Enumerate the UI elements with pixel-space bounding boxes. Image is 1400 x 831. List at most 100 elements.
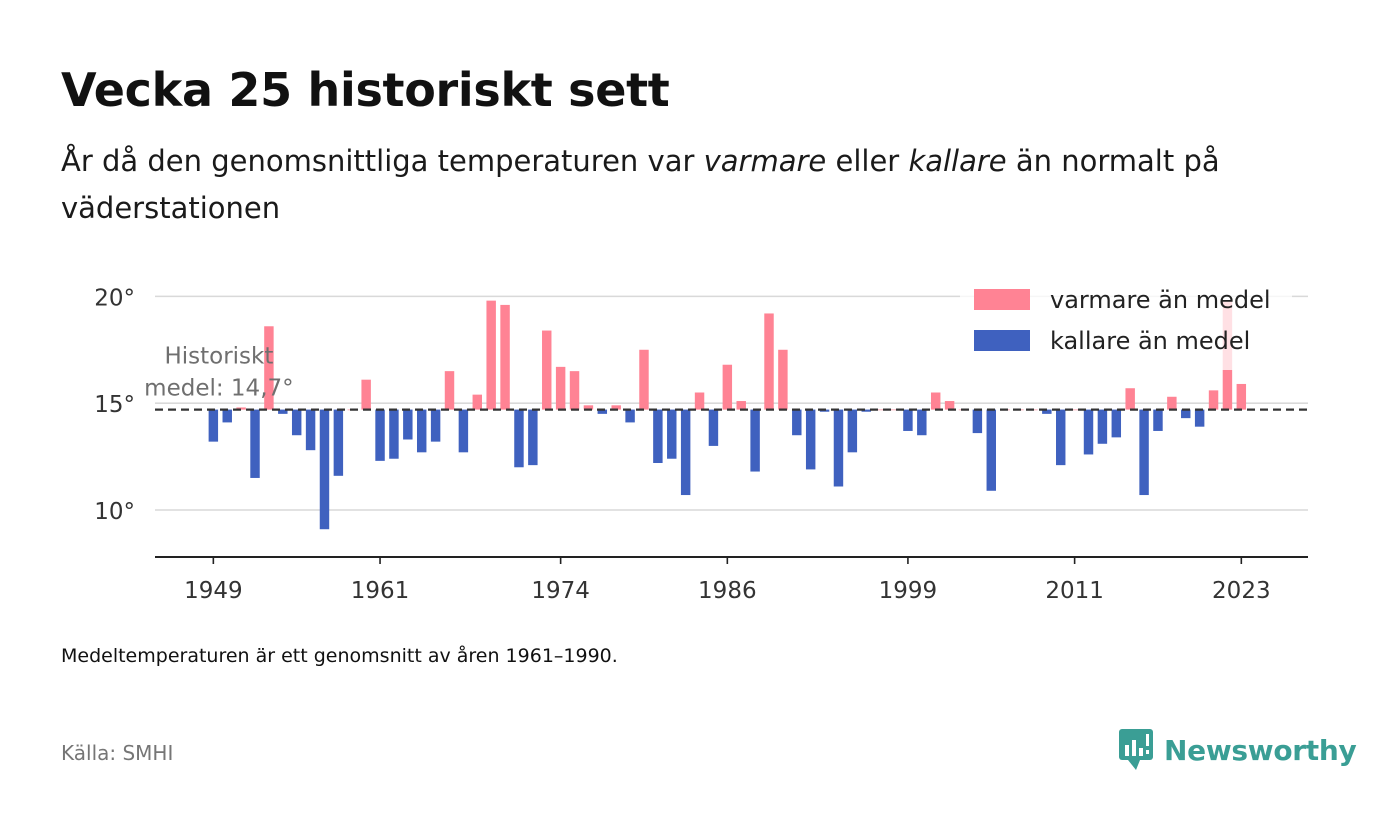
bar-1990: [778, 349, 788, 410]
bar-1973: [542, 330, 552, 410]
bar-1977: [597, 409, 608, 414]
bar-2018: [1167, 396, 1177, 410]
bar-1957: [319, 409, 330, 530]
bar-1982: [667, 409, 677, 459]
x-tick-label-1986: 1986: [698, 578, 757, 604]
legend-swatch-warm: [974, 289, 1030, 310]
footnote: Medeltemperaturen är ett genomsnitt av å…: [61, 645, 618, 667]
bar-2021: [1208, 390, 1219, 410]
x-tick-label-1949: 1949: [184, 578, 243, 604]
bar-1976: [583, 405, 594, 410]
y-tick-label-20: 20°: [94, 285, 135, 311]
bar-1975: [569, 371, 580, 410]
bar-2012: [1083, 409, 1094, 455]
bar-1950: [222, 409, 232, 423]
bar-1989: [764, 313, 774, 410]
x-tick-label-1974: 1974: [531, 578, 590, 604]
bar-1953: [264, 326, 274, 410]
source-label: Källa: SMHI: [61, 741, 174, 765]
bar-1967: [458, 409, 469, 453]
bar-1958: [333, 409, 344, 476]
newsworthy-logo: Newsworthy: [1118, 728, 1357, 772]
bar-1954: [278, 409, 288, 414]
x-tick-label-1999: 1999: [879, 578, 938, 604]
subtitle-part3: än normalt på väderstationen: [61, 144, 1220, 225]
bar-1969: [486, 300, 496, 410]
bar-1995: [847, 409, 858, 453]
bar-2020: [1194, 409, 1205, 427]
bar-1974: [555, 366, 566, 410]
bar-1968: [472, 394, 483, 410]
baseline-label-line1: Historiskt: [164, 344, 273, 370]
subtitle-part1: År då den genomsnittliga temperaturen va…: [61, 144, 704, 178]
subtitle-cold-word: kallare: [908, 144, 1007, 178]
bars: [208, 300, 1247, 530]
bar-1960: [361, 379, 371, 410]
y-axis-ticks: 10° 15° 20°: [94, 285, 135, 525]
bar-2000: [917, 409, 927, 436]
bar-1955: [291, 409, 302, 436]
bar-1996: [861, 409, 871, 412]
bar-1949: [208, 409, 219, 442]
bar-1991: [792, 409, 802, 436]
bar-2017: [1153, 409, 1163, 431]
bar-1970: [500, 304, 510, 410]
legend: varmare än medel kallare än medel: [960, 280, 1292, 370]
bar-1980: [639, 349, 649, 410]
bar-1981: [653, 409, 663, 463]
x-tick-label-2023: 2023: [1212, 578, 1271, 604]
y-tick-label-15: 15°: [94, 392, 135, 418]
bar-1962: [389, 409, 399, 459]
bar-1999: [903, 409, 913, 431]
bar-2011: [1069, 409, 1080, 411]
legend-swatch-cold: [974, 330, 1030, 351]
bar-2009: [1042, 409, 1052, 414]
brand-name: Newsworthy: [1164, 733, 1357, 767]
chart-subtitle: År då den genomsnittliga temperaturen va…: [61, 138, 1321, 232]
bar-2005: [986, 409, 996, 491]
chart-title: Vecka 25 historiskt sett: [61, 63, 670, 117]
bar-1965: [430, 409, 441, 442]
bar-1978: [611, 405, 621, 410]
bar-1988: [750, 409, 760, 472]
bar-1964: [416, 409, 427, 453]
x-tick-label-1961: 1961: [351, 578, 410, 604]
newsworthy-logo-icon: [1119, 729, 1153, 770]
bar-2014: [1111, 409, 1122, 438]
bar-1984: [694, 392, 705, 410]
bar-2023: [1236, 383, 1247, 410]
bar-1971: [514, 409, 524, 468]
bar-1979: [625, 409, 635, 423]
bar-2013: [1097, 409, 1108, 444]
legend-label-warm: varmare än medel: [1050, 286, 1271, 314]
bar-1985: [708, 409, 719, 446]
x-tick-label-2011: 2011: [1045, 578, 1104, 604]
bar-2015: [1125, 388, 1135, 410]
subtitle-warm-word: varmare: [703, 144, 827, 178]
bar-1952: [250, 409, 260, 478]
bar-1972: [528, 409, 538, 466]
bar-2010: [1056, 409, 1066, 466]
bar-1956: [305, 409, 316, 451]
bar-1951: [236, 407, 246, 410]
bar-2004: [972, 409, 983, 434]
bar-1961: [375, 409, 385, 461]
bar-1987: [736, 401, 746, 410]
bar-1986: [722, 364, 733, 410]
bar-1983: [680, 409, 691, 496]
baseline-label-line2: medel: 14,7°: [144, 376, 293, 402]
subtitle-part2: eller: [826, 144, 909, 178]
bar-1992: [805, 409, 816, 470]
bar-1966: [444, 371, 455, 410]
bar-1997: [875, 409, 885, 411]
bar-2001: [930, 392, 941, 410]
legend-label-cold: kallare än medel: [1050, 327, 1250, 355]
x-axis-ticks: 1949 1961 1974 1986 1999 2011 2023: [184, 557, 1271, 604]
bar-2016: [1139, 409, 1149, 496]
bar-1998: [889, 409, 899, 411]
y-tick-label-10: 10°: [94, 499, 135, 525]
bar-2002: [944, 401, 955, 410]
bar-1994: [833, 409, 844, 487]
bar-2019: [1181, 409, 1191, 419]
